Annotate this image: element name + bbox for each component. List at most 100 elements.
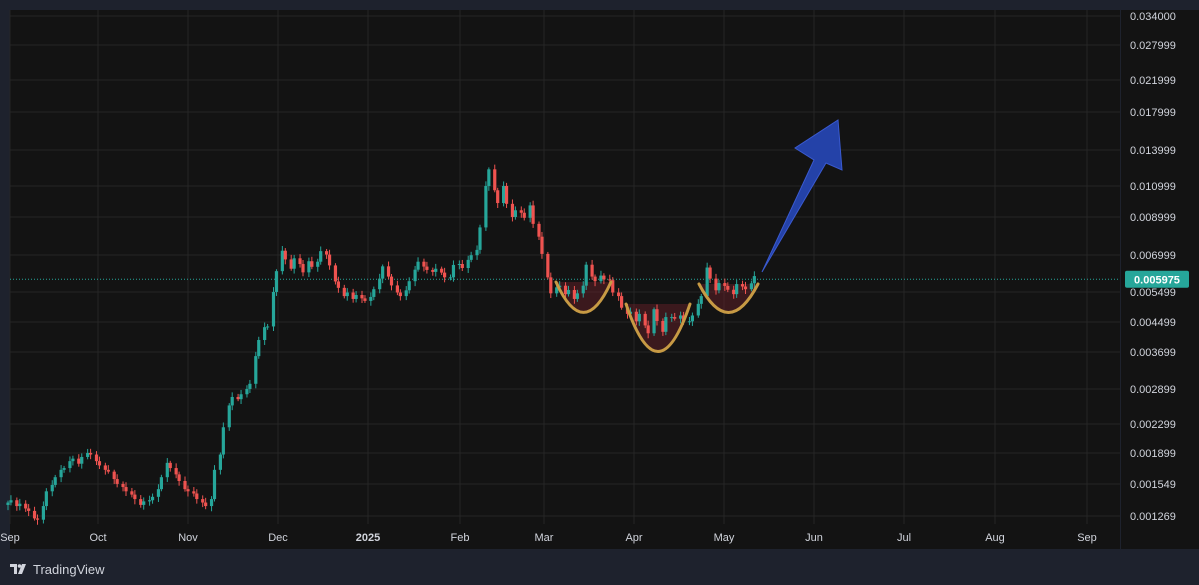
candle-body xyxy=(209,499,214,507)
candle-body xyxy=(504,185,509,204)
candle-body xyxy=(395,285,399,293)
candle-body xyxy=(617,292,621,297)
candle-body xyxy=(431,269,435,272)
candle-body xyxy=(89,452,93,455)
candle-body xyxy=(192,491,196,494)
candle-body xyxy=(475,249,479,256)
candle-body xyxy=(204,502,208,507)
candle-body xyxy=(575,293,579,299)
candle-body xyxy=(422,261,426,267)
candle-body xyxy=(546,253,550,278)
candle-body xyxy=(466,259,470,269)
candle-body xyxy=(307,261,311,273)
candle-body xyxy=(177,474,181,481)
price-tick-label: 0.003699 xyxy=(1130,347,1176,359)
pattern-highlight-outline[interactable] xyxy=(554,280,613,314)
candle-body xyxy=(510,203,515,217)
candle-body xyxy=(590,264,594,277)
candle-body xyxy=(150,496,155,501)
time-tick-label: Nov xyxy=(178,532,198,544)
candle-body xyxy=(327,254,332,266)
candle-body xyxy=(133,494,137,500)
price-tick-label: 0.034000 xyxy=(1130,11,1176,23)
candle-body xyxy=(487,169,491,186)
candle-body xyxy=(53,477,57,485)
candle-body xyxy=(566,290,571,295)
candle-body xyxy=(212,469,217,500)
candle-body xyxy=(44,491,48,507)
price-axis: 0.034000 0.027999 0.021999 0.017999 0.013999… xyxy=(1130,11,1176,523)
candle-body xyxy=(572,290,576,299)
candle-body xyxy=(404,290,408,297)
candle-body xyxy=(522,212,526,218)
candle-body xyxy=(130,491,134,495)
candle-body xyxy=(652,309,656,334)
candle-body xyxy=(345,292,349,297)
candle-body xyxy=(159,477,163,490)
candle-body xyxy=(531,205,535,224)
candle-body xyxy=(687,321,692,323)
price-tick-label: 0.021999 xyxy=(1130,75,1176,87)
price-tick-label: 0.008999 xyxy=(1130,212,1176,224)
candle-body xyxy=(457,264,461,266)
candle-body xyxy=(752,276,756,284)
price-tick-label: 0.001899 xyxy=(1130,448,1176,460)
candle-body xyxy=(637,313,641,322)
candle-body xyxy=(478,227,482,250)
pattern-highlight-outline[interactable] xyxy=(697,282,760,314)
price-tick-label: 0.001269 xyxy=(1130,511,1176,523)
candle-body xyxy=(584,264,588,286)
candle-body xyxy=(230,396,234,406)
candle-body xyxy=(670,317,674,319)
candle-body xyxy=(448,277,453,279)
candle-body xyxy=(271,291,276,327)
candle-body xyxy=(112,471,116,480)
candle-body xyxy=(310,261,314,267)
candle-body xyxy=(62,468,66,470)
price-tick-label: 0.006999 xyxy=(1130,250,1176,262)
candle-body xyxy=(513,210,517,217)
time-tick-label: Dec xyxy=(268,532,288,544)
brand-name: TradingView xyxy=(33,561,105,577)
candle-body xyxy=(696,303,700,316)
candle-body xyxy=(218,454,222,470)
candle-body xyxy=(86,452,90,457)
candle-body xyxy=(732,289,736,295)
candle-body xyxy=(416,261,420,270)
time-tick-label: Sep xyxy=(0,532,20,544)
time-tick-label: Sep xyxy=(1077,532,1097,544)
candle-body xyxy=(398,292,402,297)
candle-body xyxy=(451,264,456,278)
time-tick-label: Apr xyxy=(625,532,642,544)
price-tick-label: 0.010999 xyxy=(1130,181,1176,193)
candle-body xyxy=(77,458,81,464)
tradingview-brand[interactable]: TradingView xyxy=(10,560,105,578)
time-tick-label: Feb xyxy=(451,532,470,544)
candle-body xyxy=(608,279,612,281)
candle-body xyxy=(266,326,270,328)
candle-body xyxy=(18,503,22,507)
candle-body xyxy=(723,283,727,286)
candle-body xyxy=(599,275,603,282)
time-tick-label: Jul xyxy=(897,532,911,544)
arrow-up-annotation xyxy=(761,119,843,273)
time-axis-background[interactable] xyxy=(10,524,1120,549)
candle-body xyxy=(360,294,364,299)
candle-body xyxy=(369,296,373,301)
candle-body xyxy=(221,427,225,455)
price-tick-label: 0.017999 xyxy=(1130,107,1176,119)
candle-body xyxy=(71,458,75,462)
candle-body xyxy=(9,500,13,503)
candle-body xyxy=(634,311,638,322)
pattern-highlight-outline[interactable] xyxy=(624,302,692,353)
candle-body xyxy=(705,267,709,297)
candle-body xyxy=(289,259,293,269)
candle-body xyxy=(121,483,125,488)
candle-body xyxy=(740,284,745,287)
candle-body xyxy=(440,268,444,273)
candle-body xyxy=(148,500,152,502)
candle-body xyxy=(32,510,37,519)
candle-body xyxy=(325,251,329,255)
